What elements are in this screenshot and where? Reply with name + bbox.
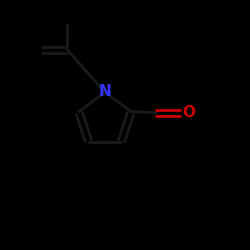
Text: N: N [98, 84, 112, 99]
Text: O: O [182, 105, 196, 120]
